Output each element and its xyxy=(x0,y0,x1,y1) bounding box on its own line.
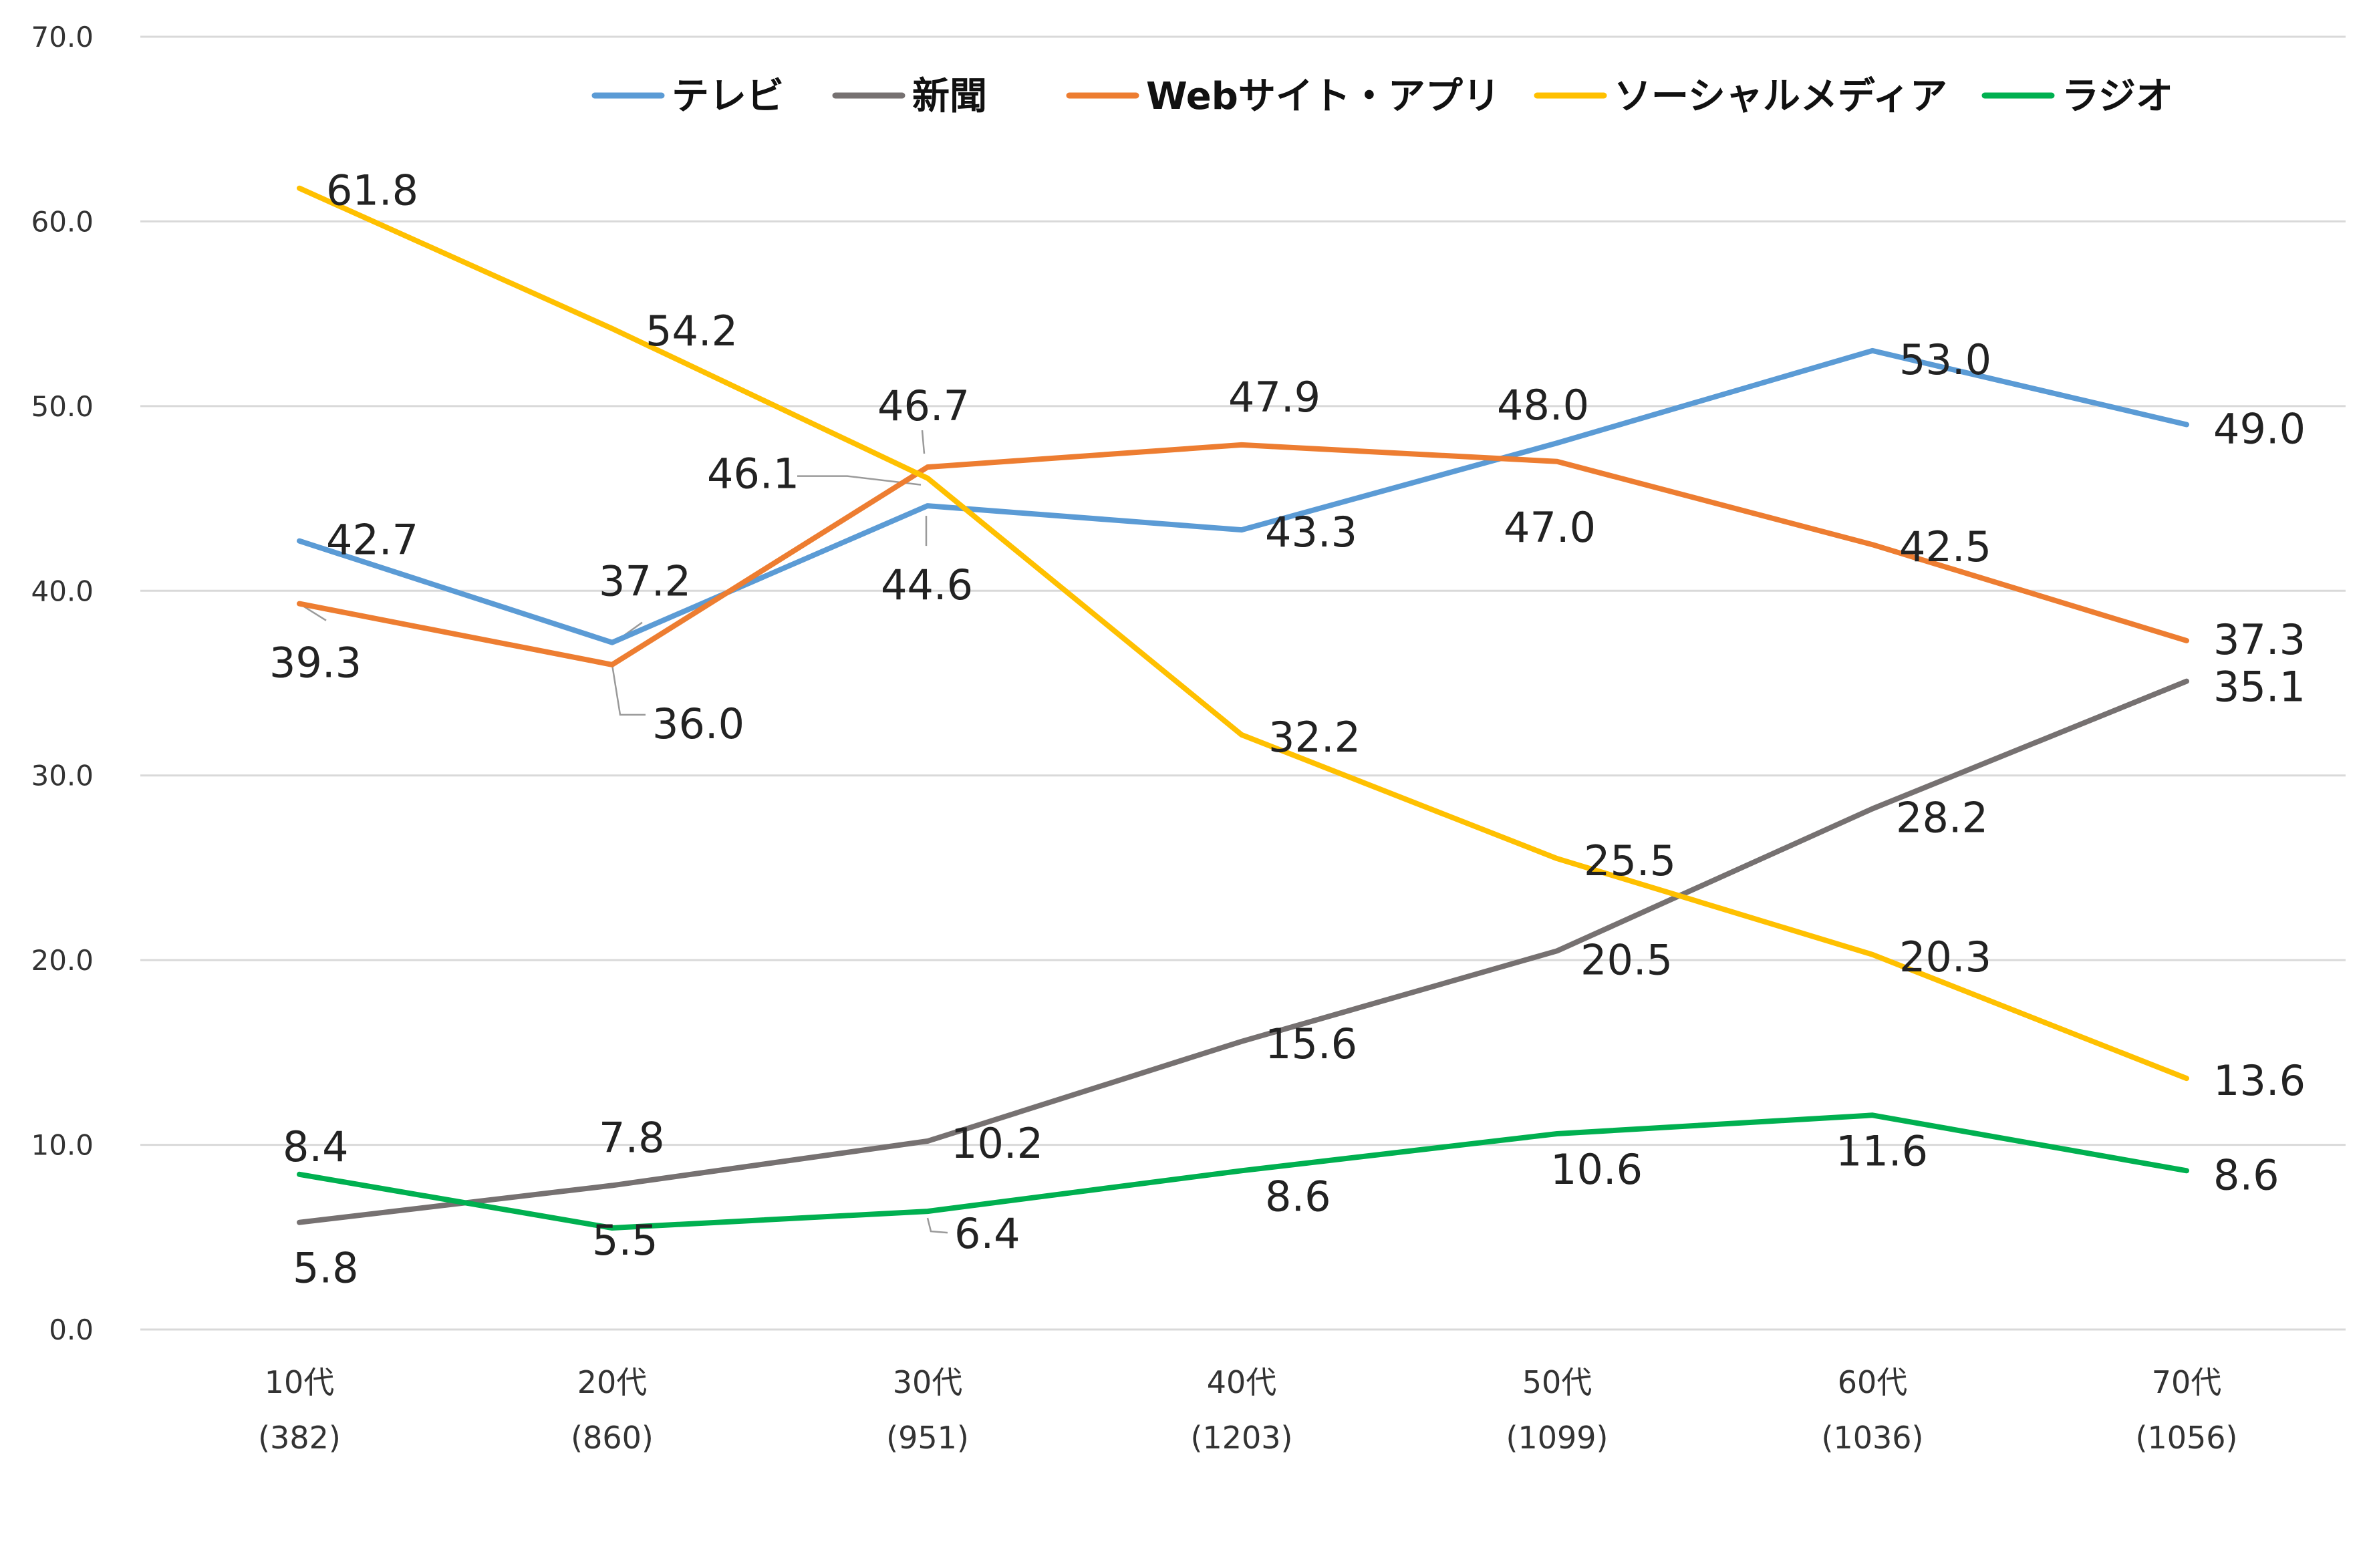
grid-lines xyxy=(140,35,2346,1331)
data-label: 35.1 xyxy=(2213,663,2306,712)
series-line-4 xyxy=(297,1112,2189,1231)
data-labels: 42.7 37.2 44.6 43.3 48.0 53.0 49.0 5.8 7.8 10.2 15… xyxy=(269,166,2306,1293)
data-label: 8.6 xyxy=(2213,1150,2279,1199)
legend-label: テレビ xyxy=(672,75,784,118)
data-label: 49.0 xyxy=(2213,405,2306,454)
data-label: 5.8 xyxy=(293,1244,359,1293)
leader-line xyxy=(611,664,646,716)
data-label: 42.5 xyxy=(1899,522,1991,571)
data-label: 46.7 xyxy=(877,381,970,430)
leader-line xyxy=(921,430,926,454)
y-tick-label: 60.0 xyxy=(31,205,94,238)
data-label: 44.6 xyxy=(881,561,973,609)
x-category-count: (860) xyxy=(571,1420,654,1456)
data-label: 39.3 xyxy=(269,639,362,687)
data-label: 15.6 xyxy=(1265,1020,1357,1068)
series-line-1 xyxy=(297,678,2189,1225)
y-tick-label: 50.0 xyxy=(31,390,94,423)
y-tick-label: 0.0 xyxy=(49,1313,94,1346)
leader-line xyxy=(797,475,922,486)
data-label: 48.0 xyxy=(1497,381,1589,430)
legend-label: Webサイト・アプリ xyxy=(1146,75,1500,118)
data-label: 10.2 xyxy=(951,1119,1043,1168)
data-label: 11.6 xyxy=(1836,1126,1928,1175)
legend-label: ラジオ xyxy=(2062,75,2173,118)
data-label: 5.5 xyxy=(592,1216,658,1265)
data-label: 37.3 xyxy=(2213,615,2306,664)
data-label: 37.2 xyxy=(599,557,691,606)
data-label: 28.2 xyxy=(1896,793,1988,842)
data-label: 32.2 xyxy=(1268,713,1361,762)
data-label: 25.5 xyxy=(1584,836,1676,885)
series-line-0 xyxy=(297,347,2189,645)
x-category-count: (1203) xyxy=(1191,1420,1293,1456)
x-category-label: 30代 xyxy=(893,1364,963,1400)
series-lines xyxy=(297,185,2189,1231)
series-line-3 xyxy=(297,185,2189,1082)
x-category-label: 40代 xyxy=(1207,1364,1277,1400)
x-category-count: (382) xyxy=(258,1420,341,1456)
y-tick-label: 30.0 xyxy=(31,760,94,792)
data-label: 6.4 xyxy=(954,1209,1020,1258)
data-label: 43.3 xyxy=(1265,508,1357,557)
legend: テレビ 新聞 Webサイト・アプリ ソーシャルメディア ラジオ xyxy=(591,75,2173,118)
data-label: 8.6 xyxy=(1265,1172,1331,1221)
x-category-count: (1036) xyxy=(1822,1420,1924,1456)
data-label: 47.9 xyxy=(1228,373,1320,422)
x-category-count: (1056) xyxy=(2136,1420,2238,1456)
leader-line xyxy=(926,1217,948,1234)
x-category-label: 10代 xyxy=(265,1364,335,1400)
data-label: 36.0 xyxy=(652,699,744,748)
series-line-2 xyxy=(297,442,2189,667)
data-label: 47.0 xyxy=(1504,503,1596,552)
y-tick-label: 70.0 xyxy=(31,21,94,53)
y-axis-ticks: 0.0 10.0 20.0 30.0 40.0 50.0 60.0 70.0 xyxy=(31,21,94,1346)
data-label: 8.4 xyxy=(283,1122,349,1171)
x-category-count: (951) xyxy=(886,1420,969,1456)
x-category-label: 70代 xyxy=(2152,1364,2222,1400)
data-label: 7.8 xyxy=(599,1113,665,1162)
x-category-label: 50代 xyxy=(1522,1364,1592,1400)
data-label: 61.8 xyxy=(326,166,418,215)
data-label: 13.6 xyxy=(2213,1056,2306,1105)
data-label: 20.5 xyxy=(1580,935,1673,984)
x-axis-categories: 10代 (382) 20代 (860) 30代 (951) 40代 (1203) 50代 (109… xyxy=(258,1364,2237,1456)
y-tick-label: 40.0 xyxy=(31,575,94,607)
data-label: 20.3 xyxy=(1899,933,1991,981)
data-label: 46.1 xyxy=(707,450,799,498)
data-label: 53.0 xyxy=(1899,335,1991,384)
legend-label: 新聞 xyxy=(912,75,987,118)
data-label: 42.7 xyxy=(326,516,418,565)
legend-label: ソーシャルメディア xyxy=(1614,75,1947,118)
x-category-label: 60代 xyxy=(1838,1364,1908,1400)
y-tick-label: 10.0 xyxy=(31,1129,94,1162)
data-label: 10.6 xyxy=(1550,1145,1643,1194)
x-category-label: 20代 xyxy=(577,1364,648,1400)
x-category-count: (1099) xyxy=(1506,1420,1609,1456)
data-label: 54.2 xyxy=(646,307,738,355)
y-tick-label: 20.0 xyxy=(31,944,94,977)
